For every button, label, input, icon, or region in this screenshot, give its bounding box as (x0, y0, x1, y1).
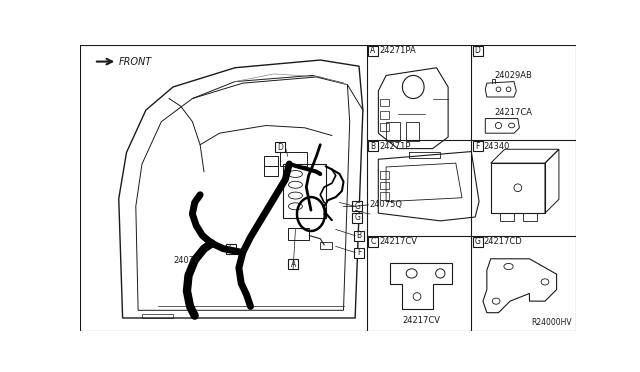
Text: C: C (371, 237, 376, 246)
Text: G: G (475, 237, 481, 246)
Text: 24075Q: 24075Q (370, 199, 403, 209)
Bar (288, 259, 298, 269)
Text: B: B (356, 231, 362, 240)
Text: G: G (355, 214, 360, 222)
Bar (380, 192, 389, 200)
Text: 24217CV: 24217CV (379, 237, 417, 246)
Text: F: F (476, 142, 480, 151)
Bar (264, 166, 278, 176)
Bar (275, 142, 285, 152)
Text: 24029AB: 24029AB (495, 71, 532, 80)
Text: G: G (355, 202, 360, 211)
Text: A: A (291, 260, 296, 269)
Text: 24217CA: 24217CA (495, 108, 532, 117)
Bar (500, 213, 514, 221)
Text: 24078: 24078 (173, 256, 200, 265)
Text: D: D (475, 46, 481, 55)
Bar (283, 164, 326, 218)
Text: F: F (357, 248, 361, 257)
Text: 24271PA: 24271PA (379, 46, 416, 55)
Text: 24217CV: 24217CV (402, 316, 440, 325)
Text: D: D (277, 142, 283, 151)
Text: A: A (371, 46, 376, 55)
Text: C: C (228, 244, 234, 253)
Text: 24340: 24340 (484, 142, 510, 151)
Bar (386, 122, 400, 141)
Bar (320, 242, 332, 250)
Bar (368, 237, 378, 247)
Bar (472, 237, 483, 247)
Bar (380, 123, 389, 131)
Text: R24000HV: R24000HV (531, 318, 572, 327)
Bar (280, 153, 307, 166)
Bar (368, 46, 378, 56)
Bar (380, 182, 389, 189)
Bar (226, 244, 236, 254)
Bar (353, 213, 362, 223)
Bar (354, 231, 364, 241)
Bar (406, 122, 419, 141)
Text: FRONT: FRONT (119, 57, 152, 67)
Bar (380, 171, 389, 179)
Text: B: B (371, 142, 376, 151)
Bar (491, 163, 545, 213)
Bar (354, 247, 364, 257)
Text: 24217CD: 24217CD (484, 237, 522, 246)
Bar (353, 201, 362, 211)
Bar (524, 213, 537, 221)
Bar (472, 141, 483, 151)
Bar (368, 141, 378, 151)
Bar (288, 228, 309, 240)
Bar (264, 156, 278, 166)
Bar (380, 111, 389, 119)
Bar (380, 99, 389, 106)
Text: 24271P: 24271P (379, 142, 411, 151)
Bar (472, 46, 483, 56)
